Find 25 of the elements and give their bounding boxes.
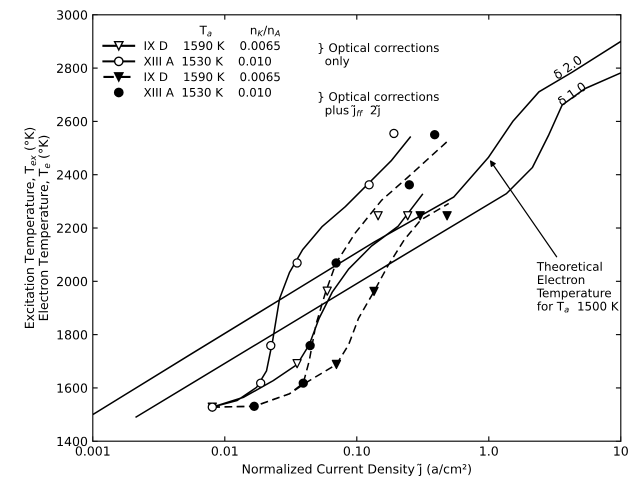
x-tick-label: 0.001 <box>76 446 110 456</box>
y-tick-label: 1600 <box>58 383 88 393</box>
y-tick-label: 1400 <box>58 436 88 446</box>
x-tick-label: 0.10 <box>344 446 370 456</box>
annotation: δ 2.0 <box>552 54 583 80</box>
annotation: } Optical corrections only <box>318 42 439 68</box>
text: T$_{a}$ n$_{K}$/n$_{A}$ <box>200 26 280 36</box>
x-tick-label: 1.0 <box>480 446 498 456</box>
legend-label: IX D 1590 K 0.0065 <box>144 41 280 50</box>
x-axis-title: Normalized Current Density j̃ (a/cm²) <box>242 464 471 476</box>
y-tick-label: 2800 <box>57 64 88 74</box>
legend-label: XIII A 1530 K 0.010 <box>144 88 271 97</box>
y-tick-label: 2200 <box>57 223 88 233</box>
y-tick-label: 2600 <box>57 116 88 126</box>
text: Excitation Temperature, T$_{ex}$ (°K) Electron Temperature, T$_{e}$ (°K) <box>24 128 51 328</box>
legend-label: XIII A 1530 K 0.010 <box>144 56 271 66</box>
x-tick-label: 0.01 <box>212 446 238 456</box>
y-tick-label: 3000 <box>57 10 88 20</box>
y-tick-label: 2000 <box>57 276 88 286</box>
annotation: Theoretical Electron Temperature for T$_{a}$ 1500 K <box>536 262 619 312</box>
y-tick-label: 1800 <box>58 330 88 340</box>
y-tick-label: 2400 <box>57 170 88 180</box>
x-tick-label: 10 <box>614 446 628 456</box>
annotation: } Optical corrections plus j̃$_{ff}$ 2j̃ <box>318 92 439 117</box>
legend-label: IX D 1590 K 0.0065 <box>144 72 280 82</box>
